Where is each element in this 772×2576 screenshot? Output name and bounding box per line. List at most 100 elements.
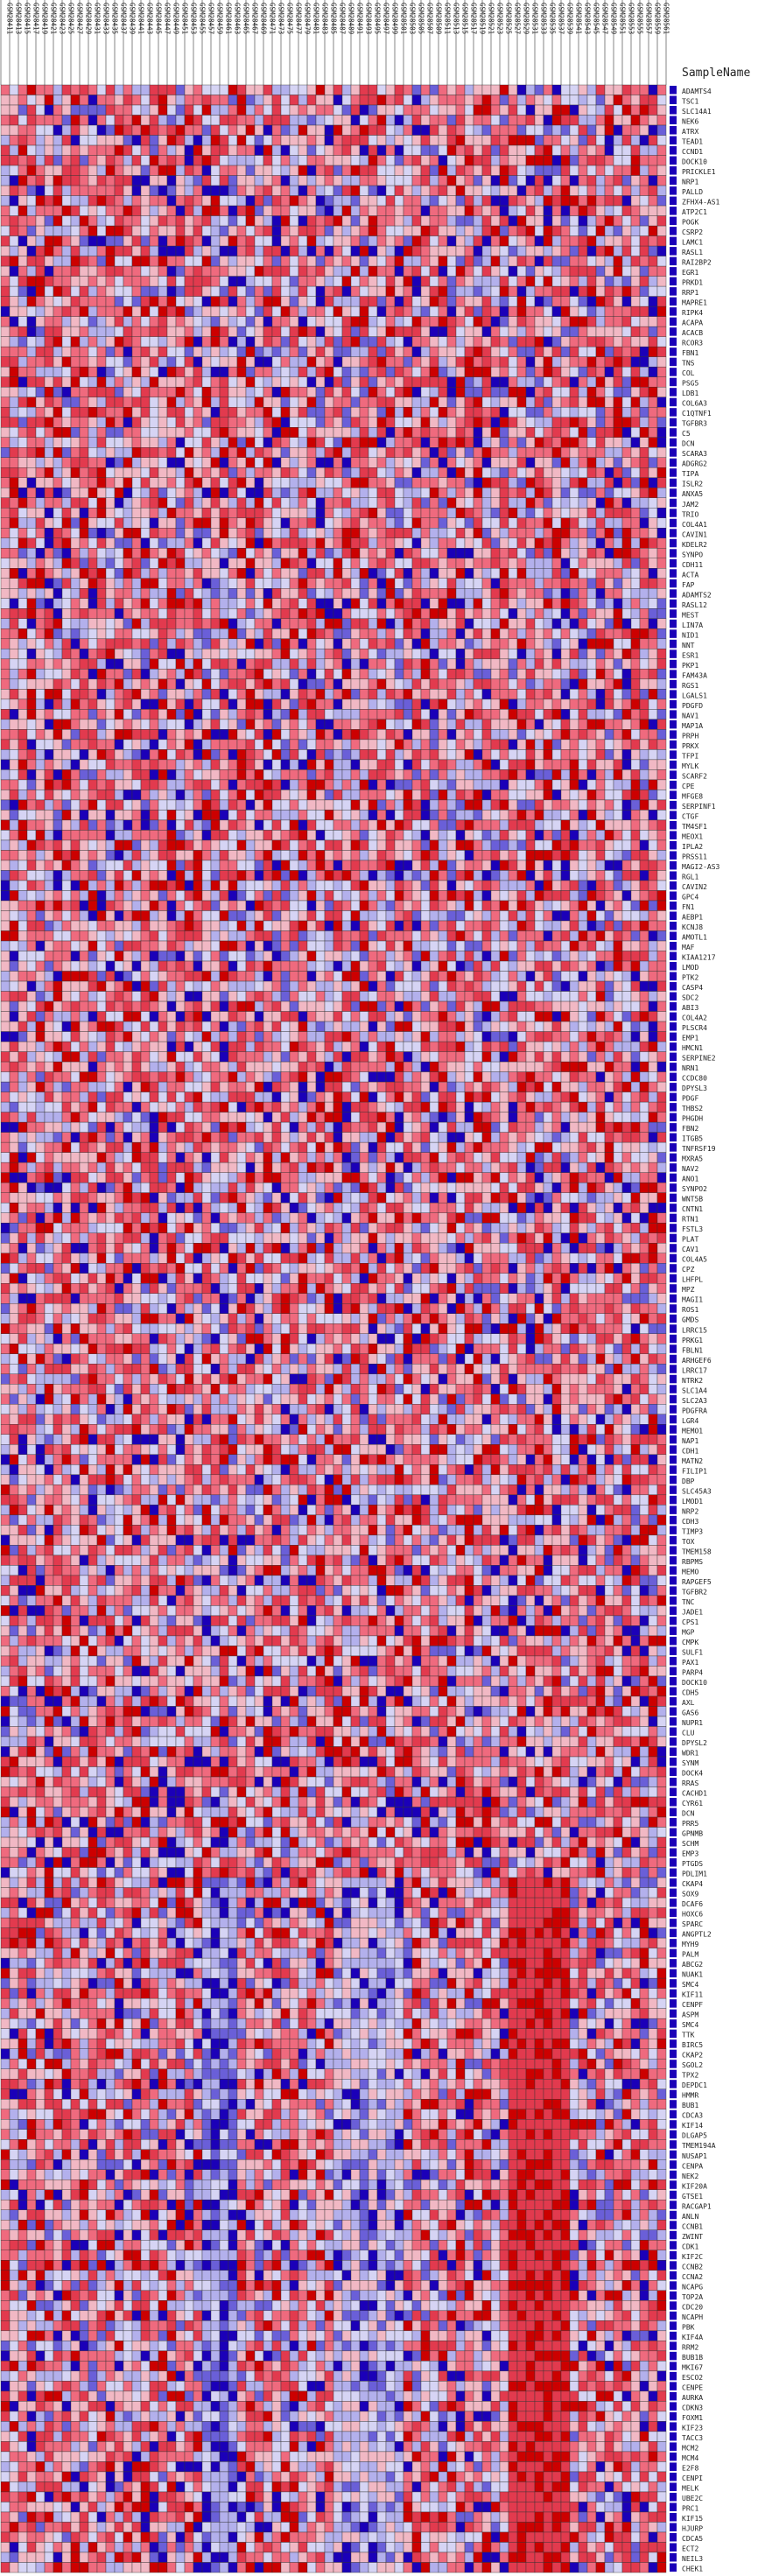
heatmap-cell [228, 628, 238, 640]
heatmap-cell [438, 578, 448, 589]
heatmap-cell [324, 165, 334, 176]
heatmap-cell [166, 346, 177, 357]
heatmap-cell [26, 245, 37, 256]
heatmap-cell [263, 397, 273, 408]
heatmap-cell [70, 256, 81, 267]
heatmap-cell [96, 305, 107, 317]
heatmap-cell [455, 537, 466, 549]
heatmap-cell [534, 285, 544, 297]
heatmap-cell [324, 709, 334, 720]
heatmap-cell [184, 376, 194, 388]
heatmap-cell [149, 528, 159, 538]
heatmap-cell [263, 215, 273, 227]
heatmap-cell [516, 104, 527, 116]
heatmap-cell [385, 719, 396, 730]
heatmap-cell [455, 558, 466, 569]
heatmap-cell [175, 628, 186, 640]
heatmap-cell [648, 719, 658, 730]
heatmap-cell [499, 316, 509, 327]
heatmap-cell [403, 95, 413, 106]
heatmap-cell [534, 437, 544, 448]
heatmap-cell [341, 115, 352, 126]
heatmap-cell [53, 649, 63, 660]
heatmap-cell [105, 678, 116, 690]
heatmap-cell [96, 578, 107, 589]
heatmap-cell [595, 305, 606, 317]
heatmap-cell [578, 477, 588, 488]
heatmap-cell [193, 356, 203, 368]
heatmap-cell [333, 245, 343, 256]
heatmap-cell [464, 528, 474, 538]
heatmap-cell [333, 689, 343, 700]
heatmap-cell [508, 245, 518, 256]
heatmap-cell [403, 467, 413, 478]
heatmap-cell [516, 285, 527, 297]
heatmap-cell [333, 155, 343, 166]
heatmap-cell [350, 508, 361, 518]
heatmap-cell [429, 517, 439, 529]
heatmap-cell [149, 477, 159, 488]
heatmap-cell [280, 649, 291, 660]
heatmap-cell [411, 336, 422, 347]
heatmap-cell [149, 719, 159, 730]
heatmap-cell [245, 296, 256, 307]
heatmap-cell [306, 719, 317, 730]
heatmap-cell [385, 447, 396, 458]
heatmap-cell [473, 628, 483, 640]
heatmap-cell [35, 447, 46, 458]
heatmap-cell [446, 144, 457, 156]
heatmap-cell [621, 397, 632, 408]
heatmap-cell [481, 689, 492, 700]
heatmap-cell [560, 205, 571, 216]
heatmap-cell [639, 245, 649, 256]
heatmap-cell [455, 84, 466, 95]
heatmap-cell [455, 205, 466, 216]
heatmap-cell [228, 397, 238, 408]
heatmap-cell [438, 649, 448, 660]
heatmap-cell [35, 386, 46, 397]
heatmap-cell [210, 497, 221, 509]
heatmap-cell [656, 215, 667, 227]
heatmap-cell [245, 568, 256, 579]
heatmap-cell [543, 467, 553, 478]
heatmap-cell [490, 185, 501, 196]
heatmap-cell [280, 397, 291, 408]
heatmap-cell [639, 598, 649, 609]
heatmap-cell [324, 225, 334, 236]
heatmap-cell [210, 185, 221, 196]
heatmap-cell [18, 628, 28, 640]
heatmap-cell [455, 638, 466, 649]
heatmap-cell [455, 316, 466, 327]
heatmap-cell [166, 95, 177, 106]
heatmap-cell [280, 739, 291, 750]
heatmap-cell [149, 346, 159, 357]
heatmap-cell [560, 235, 571, 247]
heatmap-cell [254, 488, 264, 498]
heatmap-cell [464, 568, 474, 579]
heatmap-cell [586, 457, 597, 468]
heatmap-cell [201, 698, 212, 710]
heatmap-cell [446, 427, 457, 438]
heatmap-cell [464, 638, 474, 649]
heatmap-cell [166, 678, 177, 690]
heatmap-cell [586, 548, 597, 558]
heatmap-cell [228, 326, 238, 337]
heatmap-cell [228, 115, 238, 126]
heatmap-cell [569, 598, 579, 609]
heatmap-cell [604, 195, 614, 207]
heatmap-cell [499, 165, 509, 176]
heatmap-cell [376, 366, 387, 377]
heatmap-cell [490, 346, 501, 357]
heatmap-cell [131, 185, 142, 196]
heatmap-cell [105, 185, 116, 196]
heatmap-cell [175, 739, 186, 750]
heatmap-cell [464, 598, 474, 609]
heatmap-cell [376, 84, 387, 95]
heatmap-cell [516, 558, 527, 569]
heatmap-cell [123, 638, 133, 649]
heatmap-cell [586, 528, 597, 538]
heatmap-cell [70, 185, 81, 196]
heatmap-cell [44, 386, 54, 397]
heatmap-cell [280, 477, 291, 488]
heatmap-cell [560, 336, 571, 347]
